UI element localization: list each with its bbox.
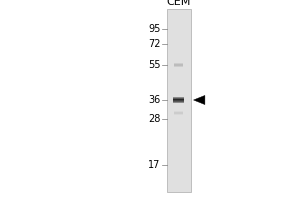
Text: 55: 55 [148,60,161,70]
Bar [174,64,183,65]
Bar [174,63,183,64]
Text: CEM: CEM [166,0,191,7]
Text: 95: 95 [148,24,160,34]
Bar [173,99,184,100]
Bar [173,101,184,102]
Bar [174,65,183,66]
Bar [167,9,191,192]
Bar [174,66,183,67]
Bar [174,111,183,112]
Bar [173,97,184,98]
Bar [173,98,184,99]
Text: 28: 28 [148,114,160,124]
Bar [174,114,183,115]
Bar [173,102,184,103]
Bar [173,100,184,101]
Bar [174,113,183,114]
Text: 72: 72 [148,39,161,49]
Polygon shape [194,95,205,105]
Text: 17: 17 [148,160,160,170]
Text: 36: 36 [148,95,160,105]
Bar [174,112,183,113]
